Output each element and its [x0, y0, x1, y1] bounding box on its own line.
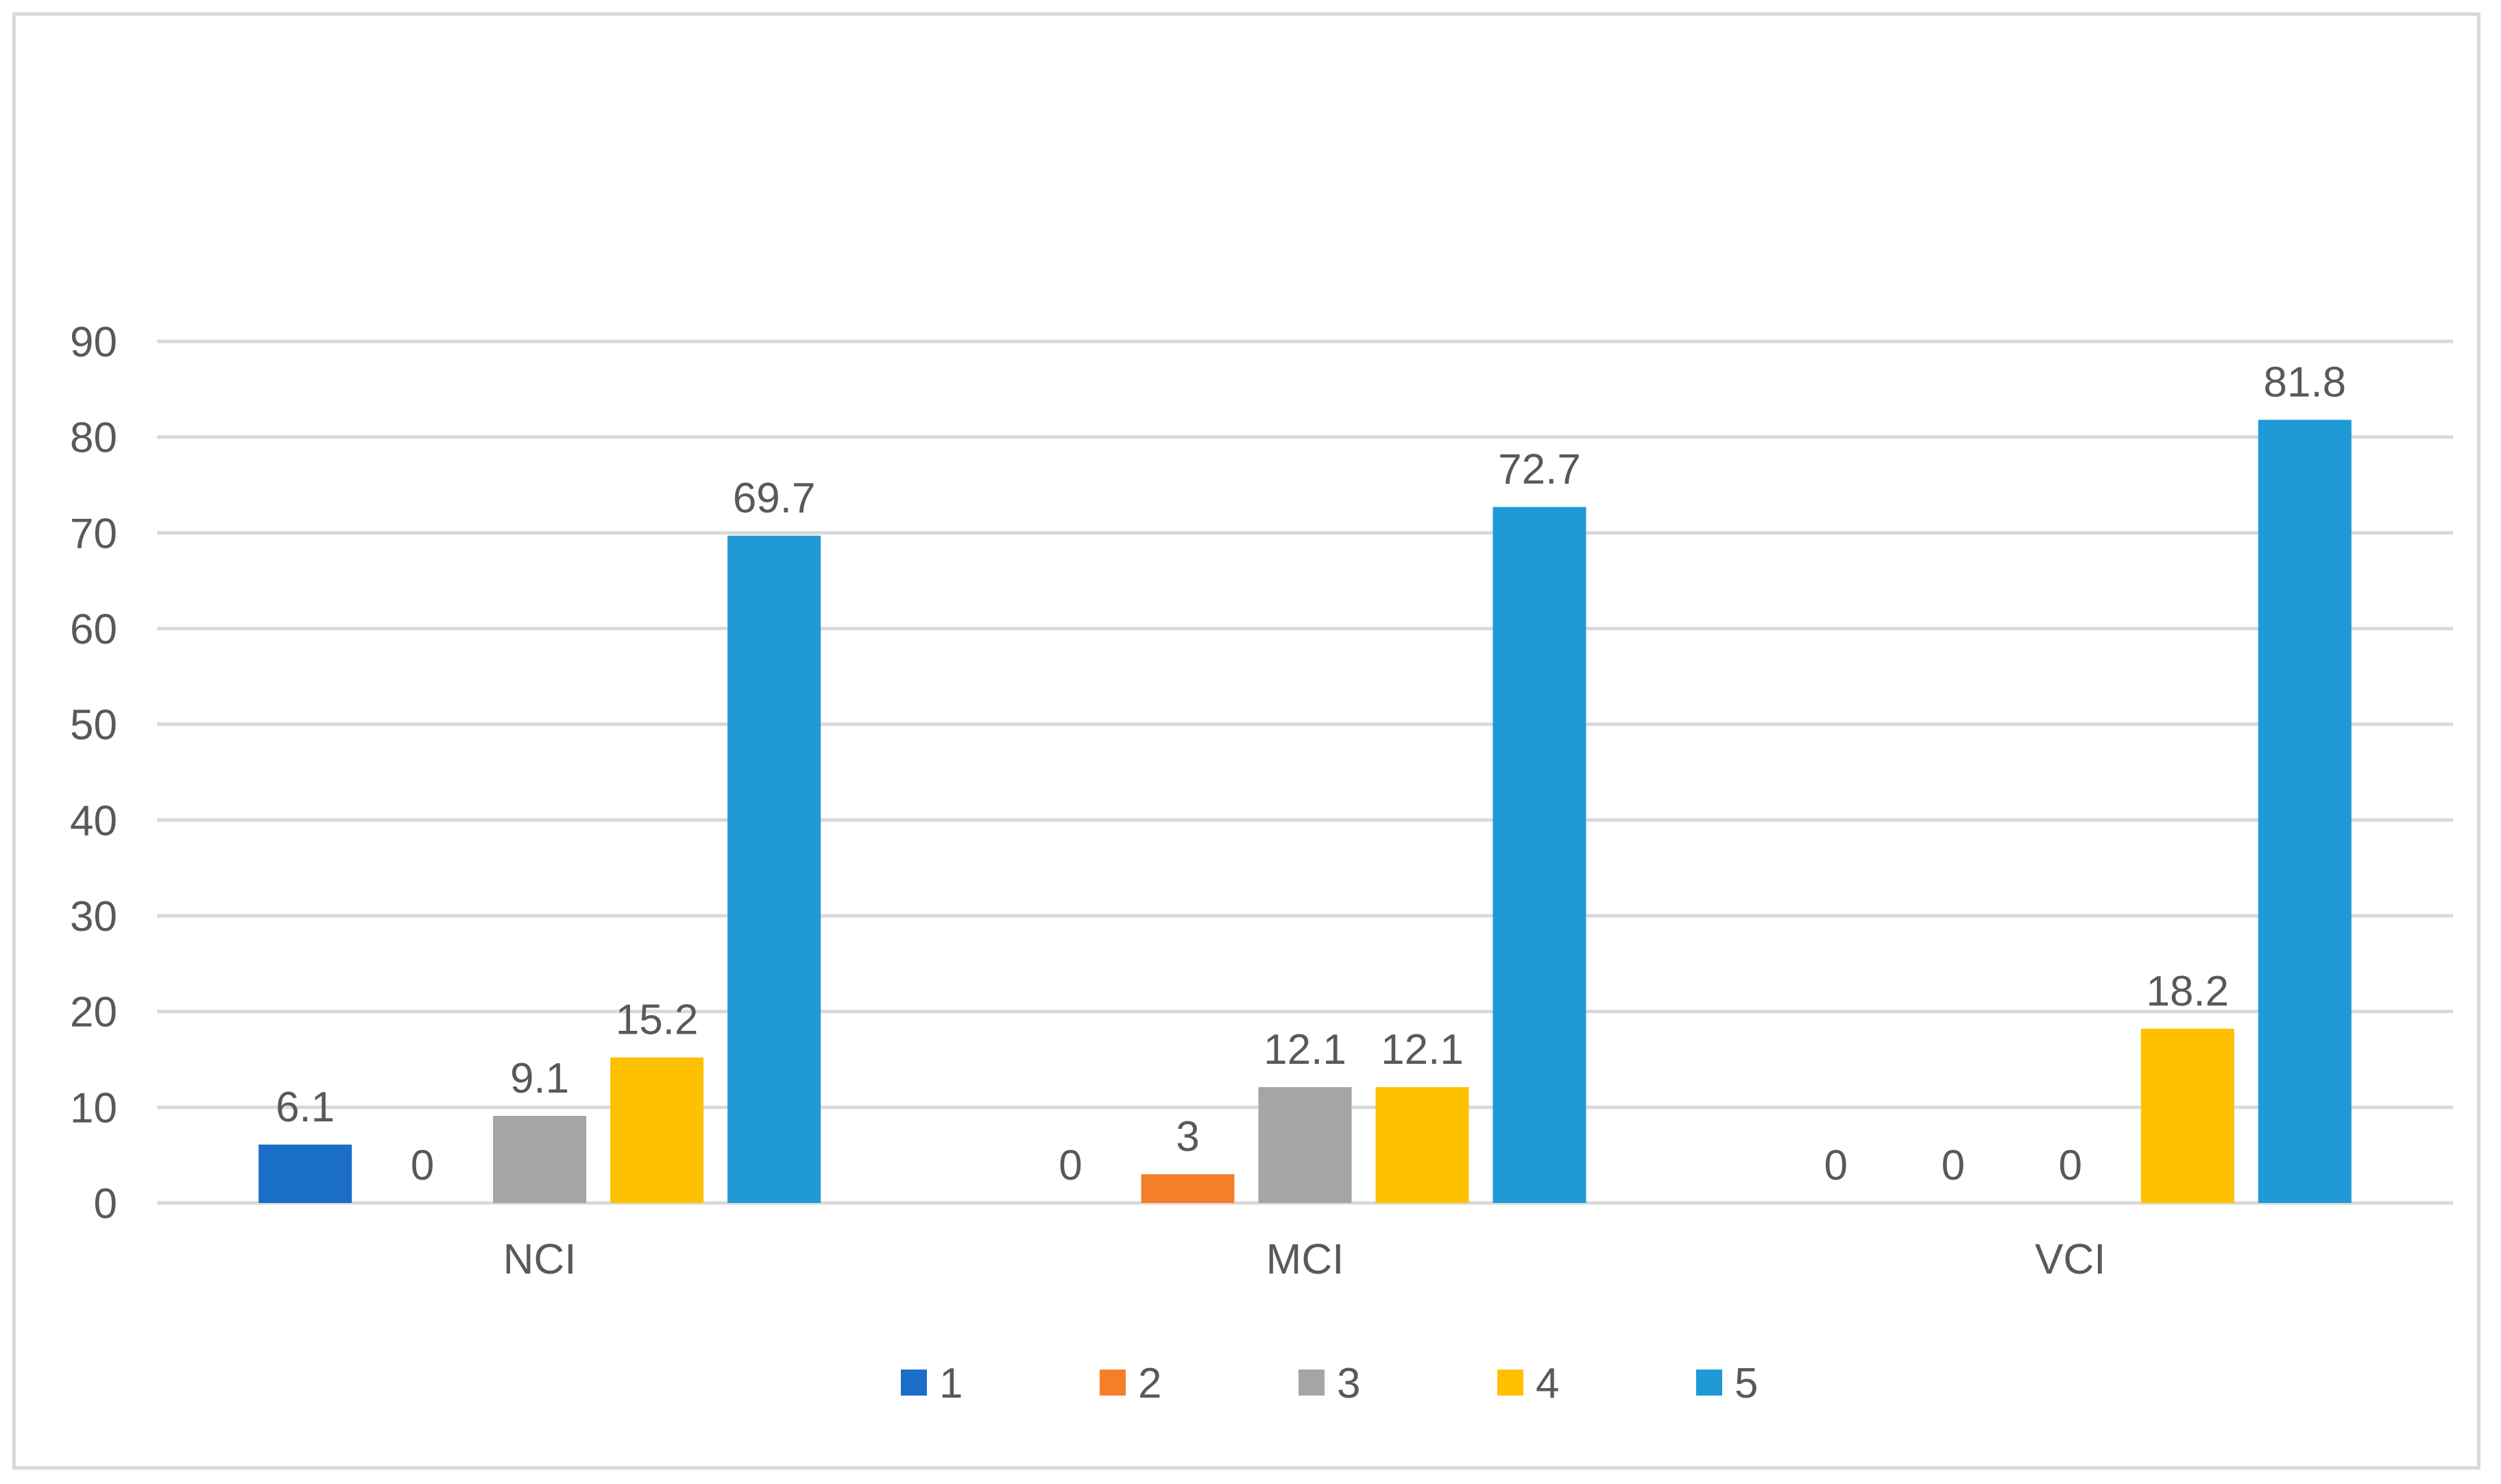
y-axis-tick-labels: 0 10 20 30 40 50 60 70 80 90	[70, 319, 117, 1228]
bar-nci-series-1	[258, 1144, 352, 1203]
legend-swatch-1	[901, 1370, 927, 1396]
bar-vci-series-5	[2258, 419, 2352, 1204]
y-tick-label: 90	[70, 319, 117, 366]
x-axis-category-labels: NCI MCI VCI	[503, 1236, 2106, 1283]
category-label-mci: MCI	[1266, 1236, 1344, 1283]
bar-nci-series-4	[610, 1057, 704, 1203]
data-label: 12.1	[1381, 1026, 1464, 1073]
data-label: 0	[1059, 1142, 1082, 1189]
legend-label-4: 4	[1536, 1360, 1559, 1407]
bar-mci-series-4	[1375, 1087, 1469, 1203]
data-label: 0	[1942, 1142, 1965, 1189]
legend-swatch-2	[1100, 1370, 1126, 1396]
category-label-vci: VCI	[2035, 1236, 2105, 1283]
data-label: 0	[411, 1142, 434, 1189]
y-tick-label: 0	[94, 1180, 117, 1228]
bar-mci-series-3	[1258, 1087, 1352, 1203]
data-label: 15.2	[616, 997, 699, 1044]
chart-frame: 0 10 20 30 40 50 60 70 80 90 6.1 0 9.1 15.2 69.7 0 3 12.…	[12, 12, 2480, 1470]
legend-swatch-4	[1497, 1370, 1523, 1396]
data-label: 3	[1176, 1113, 1199, 1160]
data-label: 72.7	[1498, 446, 1581, 494]
data-label: 0	[2059, 1142, 2082, 1189]
bar-mci-series-2	[1141, 1174, 1235, 1203]
data-label: 81.8	[2263, 359, 2346, 406]
bar-nci-series-5	[727, 535, 821, 1203]
legend-label-2: 2	[1138, 1360, 1161, 1407]
gridlines	[157, 339, 2453, 1205]
bar-nci-series-3	[493, 1115, 587, 1203]
y-tick-label: 10	[70, 1084, 117, 1132]
y-tick-label: 70	[70, 510, 117, 557]
data-label: 6.1	[276, 1084, 335, 1131]
data-label: 9.1	[510, 1055, 569, 1102]
legend-label-5: 5	[1735, 1360, 1758, 1407]
y-tick-label: 50	[70, 702, 117, 749]
legend-label-1: 1	[939, 1360, 963, 1407]
category-label-nci: NCI	[503, 1236, 577, 1283]
legend-swatch-5	[1696, 1370, 1722, 1396]
data-label: 12.1	[1264, 1026, 1346, 1073]
bar-mci-series-5	[1493, 507, 1586, 1203]
y-tick-label: 80	[70, 415, 117, 462]
data-labels: 6.1 0 9.1 15.2 69.7 0 3 12.1 12.1 72.7 0 0 0 18.2 81.8	[276, 359, 2346, 1189]
data-label: 18.2	[2146, 968, 2229, 1015]
y-tick-label: 60	[70, 606, 117, 653]
bar-vci-series-4	[2140, 1028, 2234, 1203]
legend-swatch-3	[1298, 1370, 1325, 1396]
y-tick-label: 30	[70, 893, 117, 940]
data-label: 69.7	[733, 475, 816, 522]
y-tick-label: 20	[70, 989, 117, 1036]
legend: 1 2 3 4 5	[901, 1360, 1758, 1407]
legend-label-3: 3	[1337, 1360, 1360, 1407]
y-tick-label: 40	[70, 797, 117, 844]
data-label: 0	[1824, 1142, 1848, 1189]
bars	[258, 419, 2352, 1204]
